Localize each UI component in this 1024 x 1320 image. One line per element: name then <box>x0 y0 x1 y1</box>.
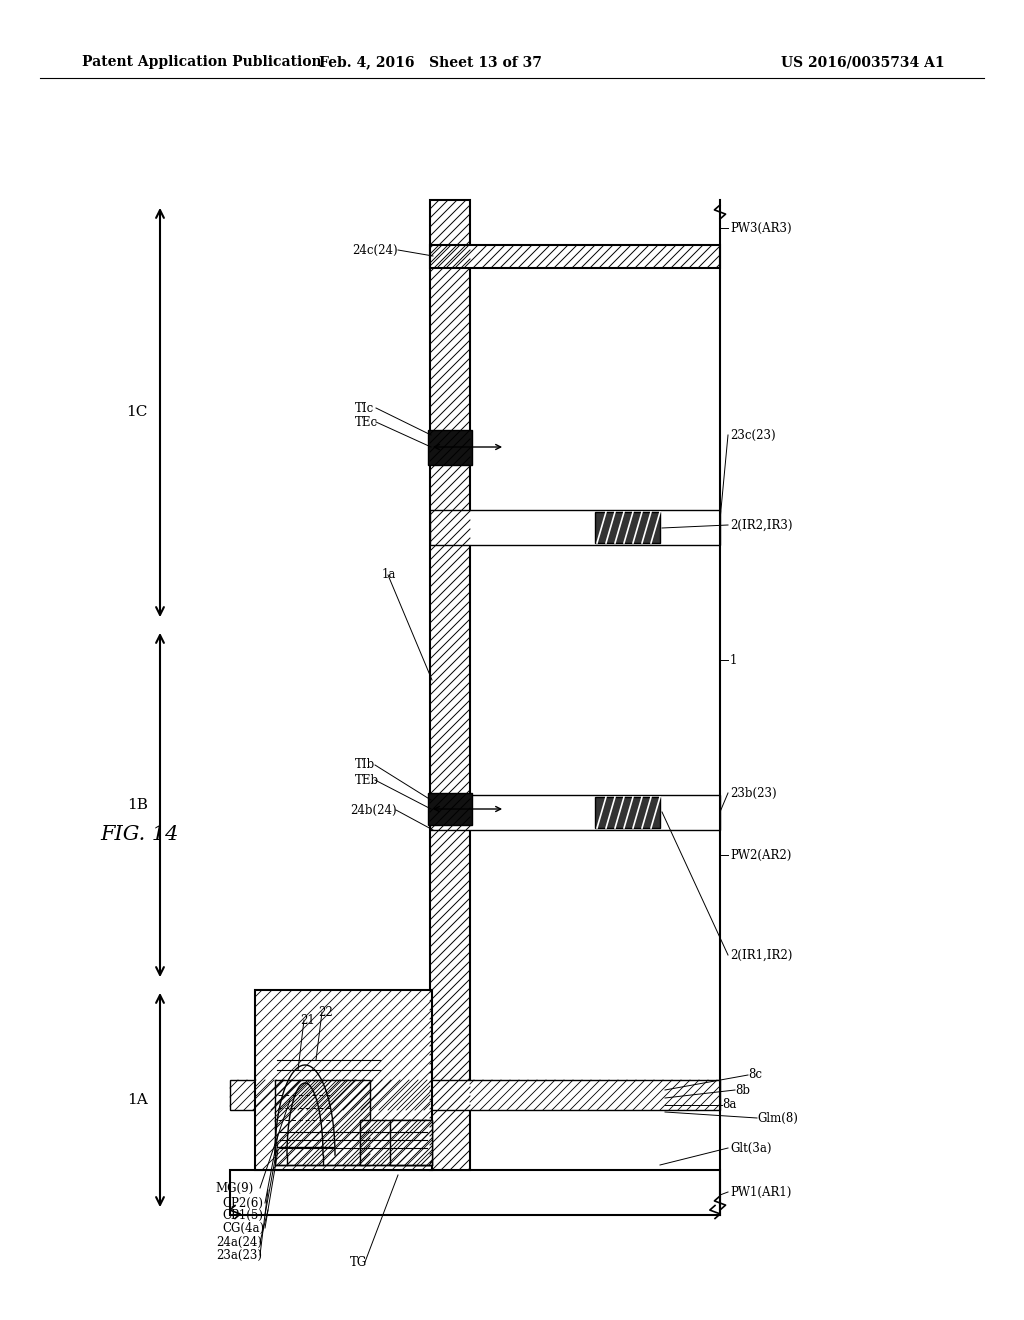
Bar <box>430 201 470 1170</box>
Text: CP1(5): CP1(5) <box>222 1209 263 1221</box>
Bar <box>595 512 660 543</box>
Text: MG(9): MG(9) <box>215 1181 253 1195</box>
Text: 1B: 1B <box>127 799 148 812</box>
Bar <box>428 793 472 825</box>
Text: TG: TG <box>349 1255 367 1269</box>
Bar <box>430 795 720 830</box>
Text: 2(IR1,IR2): 2(IR1,IR2) <box>730 949 793 961</box>
Text: 21: 21 <box>300 1014 314 1027</box>
Text: Glm(8): Glm(8) <box>757 1111 798 1125</box>
Bar <box>230 1080 720 1110</box>
Text: 23a(23): 23a(23) <box>216 1249 262 1262</box>
Text: US 2016/0035734 A1: US 2016/0035734 A1 <box>781 55 945 69</box>
Text: TEc: TEc <box>355 416 378 429</box>
Bar <box>255 990 432 1170</box>
Text: TIb: TIb <box>355 759 375 771</box>
Text: CG(4a): CG(4a) <box>222 1221 264 1234</box>
Text: CP2(6): CP2(6) <box>222 1196 263 1209</box>
Bar <box>390 1119 432 1166</box>
Bar <box>275 1080 370 1166</box>
Bar <box>360 1119 432 1166</box>
Text: 24a(24): 24a(24) <box>216 1236 262 1249</box>
Text: Patent Application Publication: Patent Application Publication <box>82 55 322 69</box>
Text: 2(IR2,IR3): 2(IR2,IR3) <box>730 519 793 532</box>
Text: TEb: TEb <box>355 774 379 787</box>
Text: 23b(23): 23b(23) <box>730 787 776 800</box>
Text: 22: 22 <box>318 1006 333 1019</box>
Text: Glt(3a): Glt(3a) <box>730 1142 771 1155</box>
Text: 1a: 1a <box>382 569 396 582</box>
Text: 8c: 8c <box>748 1068 762 1081</box>
Bar <box>230 1170 720 1214</box>
Text: 1A: 1A <box>127 1093 148 1107</box>
Bar <box>430 510 720 545</box>
Text: PW2(AR2): PW2(AR2) <box>730 849 792 862</box>
Text: 1: 1 <box>730 653 737 667</box>
Text: 23c(23): 23c(23) <box>730 429 775 441</box>
Text: PW1(AR1): PW1(AR1) <box>730 1185 792 1199</box>
Text: TIc: TIc <box>355 401 374 414</box>
Text: 24c(24): 24c(24) <box>352 243 397 256</box>
Bar <box>428 430 472 465</box>
Text: Feb. 4, 2016   Sheet 13 of 37: Feb. 4, 2016 Sheet 13 of 37 <box>318 55 542 69</box>
Text: PW3(AR3): PW3(AR3) <box>730 222 792 235</box>
Bar <box>430 246 720 268</box>
Text: 24b(24): 24b(24) <box>350 804 396 817</box>
Text: 8b: 8b <box>735 1084 750 1097</box>
Text: 8a: 8a <box>722 1098 736 1111</box>
Bar <box>595 797 660 828</box>
Text: 1C: 1C <box>127 405 148 418</box>
Text: FIG. 14: FIG. 14 <box>100 825 178 845</box>
